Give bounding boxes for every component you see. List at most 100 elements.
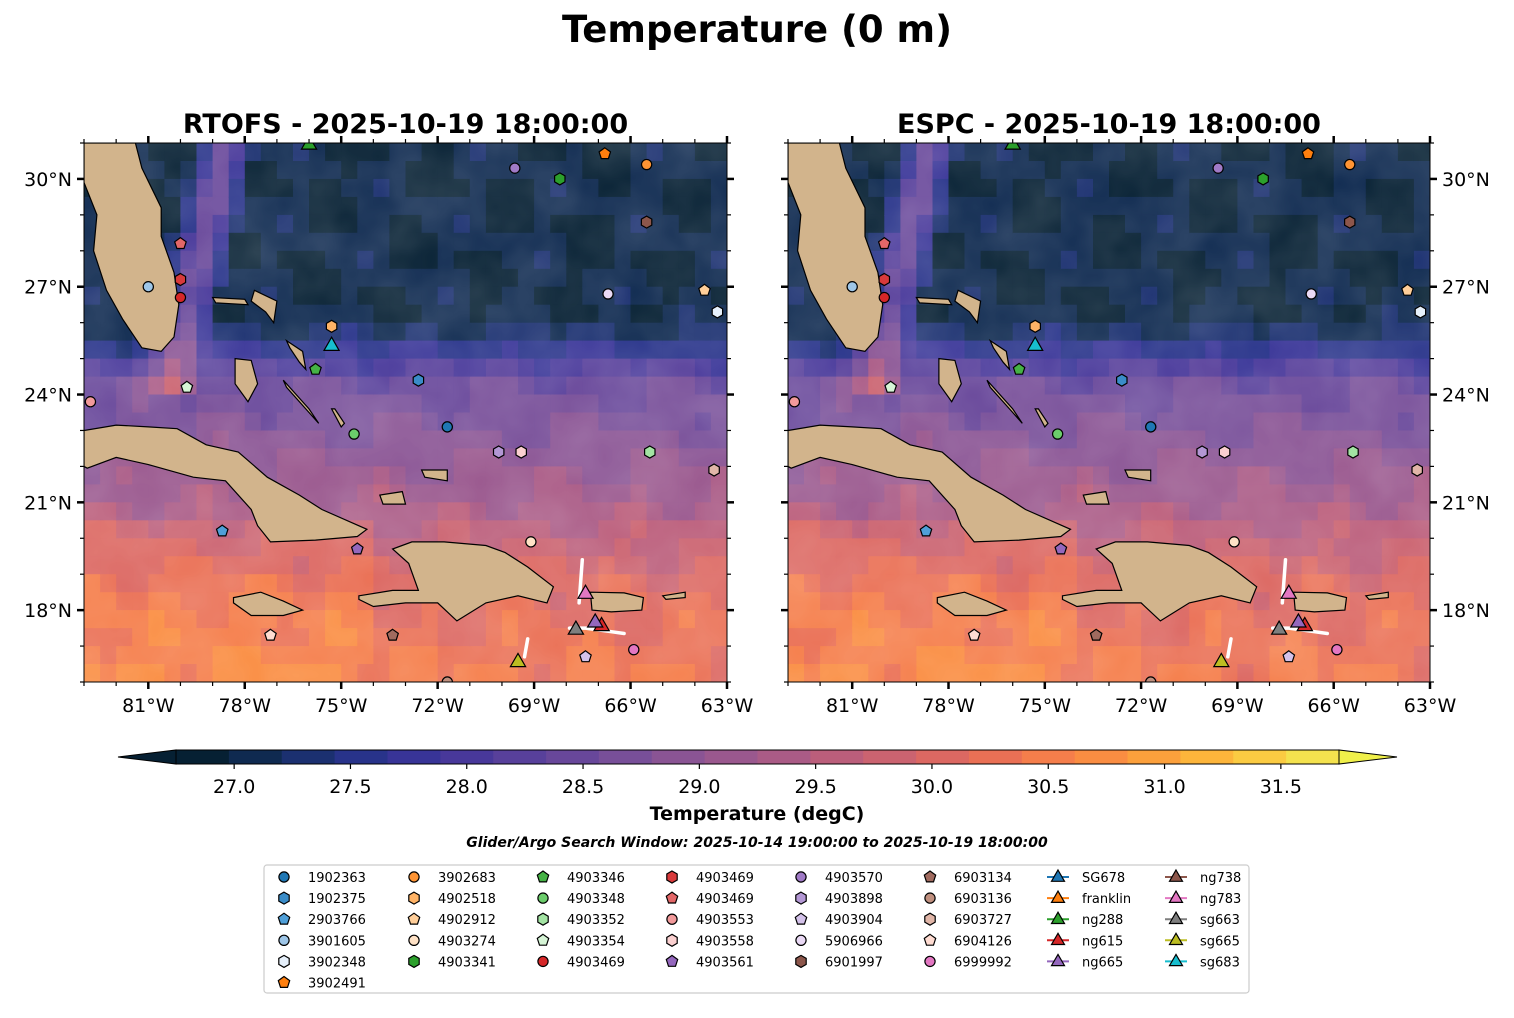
legend-label: 4903558 (696, 934, 754, 949)
obs-4903354 (180, 380, 194, 393)
colorbar-segment (863, 750, 917, 764)
obs-sg683 (1026, 335, 1044, 351)
colorbar-segment (968, 750, 1023, 764)
colorbar-tick-label: 29.5 (794, 776, 836, 798)
x-tick-label: 63°W (1404, 695, 1457, 717)
legend-label: ng738 (1200, 871, 1241, 886)
legend-item: 2903766 (277, 912, 366, 928)
obs-1902363 (1145, 421, 1157, 433)
obs-4903570 (509, 162, 521, 174)
obs-4903348 (348, 428, 360, 440)
obs-6904126 (264, 628, 277, 641)
legend-item: SG678 (1047, 868, 1125, 886)
land-florida (84, 143, 180, 353)
obs-4903561 (1054, 542, 1068, 555)
obs-4903346 (309, 362, 322, 375)
land-jamaica (232, 591, 305, 617)
obs-3902491 (1301, 147, 1315, 160)
obs-sg665 (1212, 652, 1230, 668)
legend-label: 4903469 (567, 955, 625, 970)
land-turks (420, 469, 448, 482)
obs-6901997 (640, 215, 653, 229)
legend-label: sg683 (1200, 955, 1240, 970)
legend-label: 1902375 (308, 892, 366, 907)
legend-label: sg665 (1200, 934, 1240, 949)
obs-4903561 (350, 542, 364, 555)
colorbar-label: Temperature (degC) (650, 803, 865, 825)
obs-4903904 (1282, 650, 1296, 663)
land-grandbahama (915, 296, 953, 306)
obs-4903469 (878, 291, 891, 304)
colorbar-tick-label: 30.0 (911, 776, 953, 798)
obs-4903352 (644, 445, 656, 459)
colorbar-segment (651, 750, 706, 764)
legend-label: 4903898 (825, 892, 883, 907)
legend-label: 4903274 (438, 934, 496, 949)
colorbar-segment (1286, 750, 1340, 764)
legend-item: 3901605 (278, 934, 366, 949)
obs-4903341 (1257, 172, 1269, 186)
x-tick-label: 81°W (826, 695, 879, 717)
colorbar-segment (598, 750, 653, 764)
legend-marker (278, 954, 290, 969)
legend-item: 4903553 (666, 913, 754, 928)
temperature-field (84, 143, 727, 682)
obs-4903553 (84, 396, 97, 408)
land-exuma (986, 379, 1023, 424)
obs-4903352 (1347, 445, 1359, 459)
legend-label: 4903904 (825, 913, 883, 928)
legend-label: 4903341 (438, 955, 496, 970)
obs-sg663 (567, 619, 585, 635)
legend-marker (408, 954, 420, 969)
land-inagua (1082, 490, 1110, 505)
legend-label: sg663 (1200, 913, 1240, 928)
legend-item: 4903346 (536, 870, 625, 886)
obs-5906966 (1305, 288, 1317, 300)
obs-2903766 (215, 524, 229, 537)
obs-4903558 (1218, 445, 1231, 459)
legend-marker (1168, 953, 1184, 967)
legend-marker (666, 870, 678, 884)
legend-item: 1902363 (278, 871, 366, 886)
legend-marker (1168, 868, 1184, 882)
legend-marker (665, 954, 679, 967)
legend-item: 3902683 (408, 871, 496, 886)
land-longisland (330, 408, 346, 428)
land-inagua (378, 490, 407, 505)
colorbar-segment (757, 750, 811, 764)
y-tick-label: 21°N (24, 492, 72, 514)
legend-item: 6904126 (923, 933, 1012, 949)
legend-item: 3902491 (277, 975, 366, 992)
x-tick-label: 69°W (1211, 695, 1264, 717)
colorbar-segment (493, 750, 547, 764)
obs-4903341 (554, 172, 566, 186)
land-grandbahama (211, 296, 250, 306)
land-florida (788, 143, 884, 353)
legend-item: franklin (1047, 889, 1131, 907)
legend-label: 4903561 (696, 955, 754, 970)
legend-label: 3901605 (308, 934, 366, 949)
obs-ng665 (586, 612, 604, 628)
legend-marker (923, 870, 937, 883)
y-tick-label: 21°N (1442, 492, 1490, 514)
legend-label: 4903346 (567, 871, 625, 886)
legend-label: 4903469 (696, 892, 754, 907)
obs-3902683 (1344, 158, 1356, 171)
search-window-text: Glider/Argo Search Window: 2025-10-14 19… (466, 835, 1048, 851)
obs-4903904 (579, 650, 592, 663)
legend-label: 6904126 (954, 934, 1012, 949)
legend-label: 4903469 (696, 871, 754, 886)
land-bvi (1364, 591, 1389, 601)
obs-4903348 (1051, 428, 1064, 440)
legend-marker (795, 871, 807, 883)
figure-title: Temperature (0 m) (562, 8, 952, 51)
legend-label: 4902912 (438, 913, 496, 928)
legend-label: 6999992 (954, 955, 1012, 970)
colorbar-tick-label: 29.0 (678, 776, 720, 798)
land-jamaica (936, 591, 1009, 617)
obs-ng288 (300, 143, 318, 150)
legend-item: 4903469 (666, 870, 754, 886)
legend-marker (278, 891, 290, 905)
legend-label: 4903348 (567, 892, 625, 907)
